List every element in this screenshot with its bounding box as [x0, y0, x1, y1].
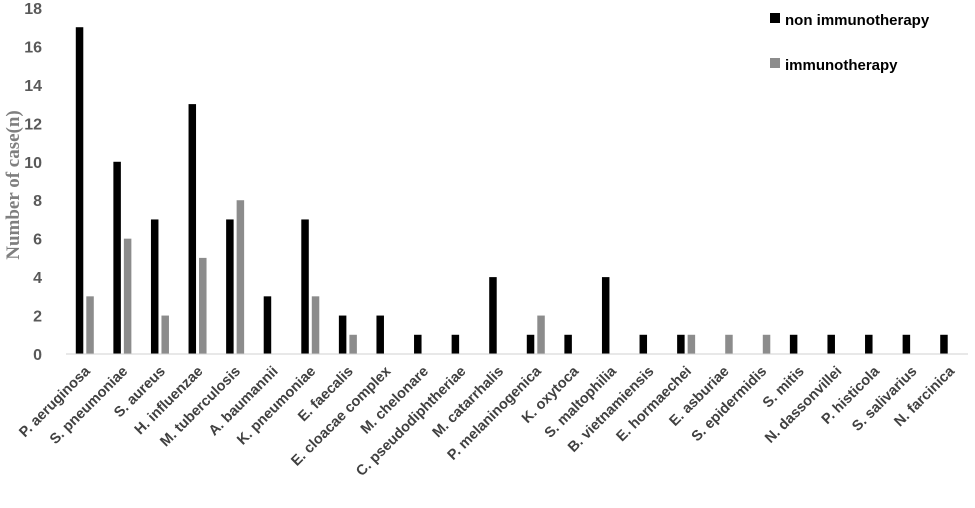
bar-non-immunotherapy	[150, 219, 159, 354]
bar-immunotherapy	[349, 334, 357, 354]
legend-swatch	[770, 13, 780, 23]
y-axis-label: Number of case(n)	[3, 110, 24, 260]
y-tick-label: 16	[24, 39, 42, 56]
y-tick-label: 8	[33, 193, 42, 210]
bars	[75, 27, 948, 354]
y-tick-label: 6	[33, 232, 42, 249]
bar-immunotherapy	[687, 334, 696, 354]
y-tick-label: 2	[33, 309, 42, 326]
bar-non-immunotherapy	[677, 334, 685, 354]
y-tick-label: 4	[33, 270, 42, 287]
bar-non-immunotherapy	[940, 334, 948, 354]
bar-non-immunotherapy	[789, 334, 798, 354]
legend-label: non immunotherapy	[785, 12, 930, 29]
bar-immunotherapy	[86, 296, 94, 354]
bar-non-immunotherapy	[639, 334, 648, 354]
y-tick-label: 10	[24, 155, 42, 172]
bar-non-immunotherapy	[564, 334, 572, 354]
bar-non-immunotherapy	[113, 161, 121, 354]
bar-non-immunotherapy	[865, 334, 873, 354]
bar-non-immunotherapy	[376, 315, 384, 354]
bar-immunotherapy	[199, 257, 207, 354]
bar-immunotherapy	[725, 334, 733, 354]
bar-non-immunotherapy	[188, 104, 197, 354]
bar-non-immunotherapy	[263, 296, 272, 354]
bar-non-immunotherapy	[489, 277, 497, 354]
bar-non-immunotherapy	[526, 334, 535, 354]
bar-immunotherapy	[762, 334, 771, 354]
bar-non-immunotherapy	[601, 277, 610, 354]
legend: non immunotherapy immunotherapy	[770, 12, 930, 74]
bar-non-immunotherapy	[451, 334, 460, 354]
bar-non-immunotherapy	[75, 27, 84, 354]
legend-label: immunotherapy	[785, 57, 898, 74]
bar-non-immunotherapy	[226, 219, 234, 354]
y-axis: 0 2 4 6 8 10 12 14 16 18	[24, 1, 42, 364]
bar-immunotherapy	[236, 200, 245, 354]
bar-non-immunotherapy	[902, 334, 911, 354]
y-tick-label: 0	[33, 347, 42, 364]
bar-immunotherapy	[311, 296, 320, 354]
bar-non-immunotherapy	[414, 334, 422, 354]
bar-non-immunotherapy	[827, 334, 835, 354]
bar-non-immunotherapy	[301, 219, 309, 354]
legend-swatch	[770, 58, 780, 68]
bar-immunotherapy	[161, 315, 169, 354]
bar-immunotherapy	[537, 315, 545, 354]
bar-immunotherapy	[123, 238, 132, 354]
bar-non-immunotherapy	[338, 315, 347, 354]
y-tick-label: 18	[24, 1, 42, 18]
y-tick-label: 12	[24, 116, 42, 133]
y-tick-label: 14	[24, 78, 42, 95]
